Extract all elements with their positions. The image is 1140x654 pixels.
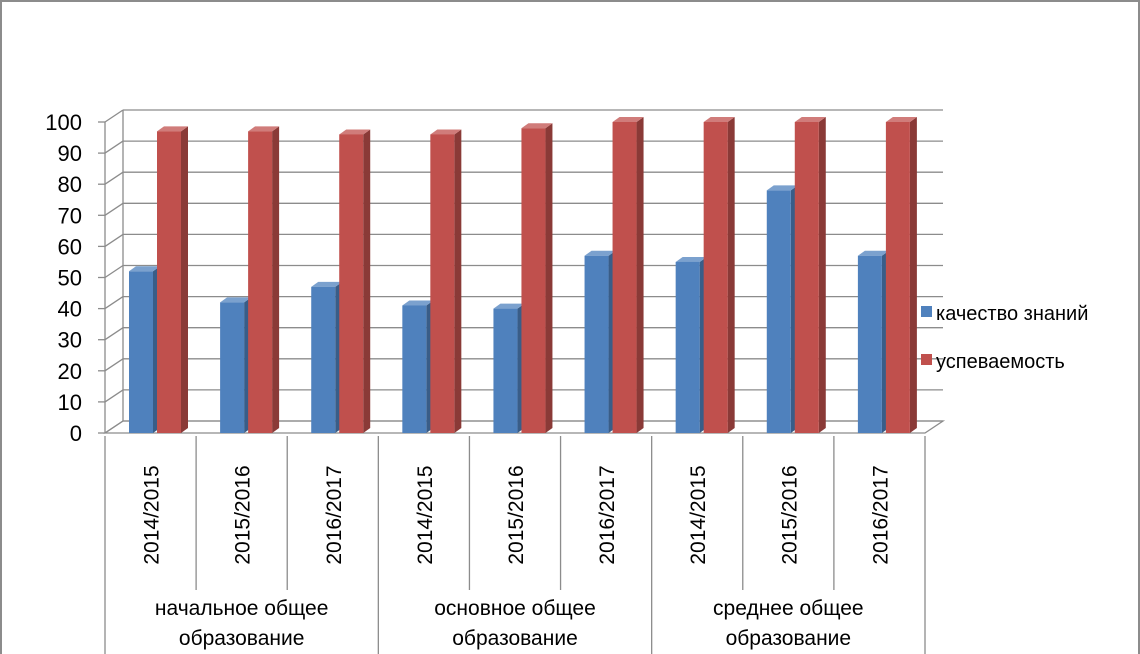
gridline-side [105, 110, 123, 122]
group-label: образование [726, 627, 852, 650]
bar [858, 256, 882, 433]
bar [521, 128, 545, 433]
legend-swatch [921, 306, 932, 317]
bar [585, 256, 609, 433]
group-label: образование [179, 627, 305, 650]
bar [220, 302, 244, 433]
bar [248, 131, 272, 433]
bar-side [637, 117, 644, 433]
x-tick-label: 2015/2016 [505, 465, 528, 564]
y-tick-label: 10 [58, 390, 82, 415]
group-label: основное общее [434, 597, 596, 620]
y-tick-label: 20 [58, 359, 82, 384]
bar-side [454, 129, 461, 433]
y-tick-label: 0 [70, 421, 82, 446]
group-label: образование [452, 627, 578, 650]
bar-side [363, 129, 370, 433]
x-tick-label: 2016/2017 [323, 465, 346, 564]
bar [430, 134, 454, 433]
gridline-side [105, 141, 123, 153]
bar [704, 122, 728, 433]
y-tick-label: 60 [58, 234, 82, 259]
x-tick-label: 2014/2015 [141, 465, 164, 564]
bar-side [819, 117, 826, 433]
y-tick-label: 70 [58, 203, 82, 228]
bar-side [545, 123, 552, 433]
x-tick-label: 2015/2016 [232, 465, 255, 564]
legend-label: качество знаний [936, 303, 1088, 325]
gridline-side [105, 234, 123, 246]
gridline-side [105, 172, 123, 184]
x-tick-label: 2014/2015 [414, 465, 437, 564]
bar [339, 134, 363, 433]
x-tick-label: 2016/2017 [596, 465, 619, 564]
gridline-side [105, 203, 123, 215]
y-tick-label: 100 [45, 110, 82, 135]
gridline-side [105, 359, 123, 371]
bar [157, 131, 181, 433]
legend-swatch [921, 354, 932, 365]
gridline-side [105, 266, 123, 278]
bar-side [910, 117, 917, 433]
bar [676, 262, 700, 433]
gridline-side [105, 297, 123, 309]
bar [493, 309, 517, 433]
bar [767, 190, 791, 433]
bar [402, 305, 426, 433]
bar-side [728, 117, 735, 433]
y-tick-label: 40 [58, 297, 82, 322]
legend-label: успеваемость [936, 351, 1065, 373]
bar-side [181, 126, 188, 433]
bar [129, 271, 153, 433]
gridline-side [105, 328, 123, 340]
gridline-side [105, 390, 123, 402]
bar [311, 287, 335, 433]
x-tick-label: 2015/2016 [778, 465, 801, 564]
y-tick-label: 80 [58, 172, 82, 197]
y-tick-label: 30 [58, 328, 82, 353]
y-tick-label: 90 [58, 141, 82, 166]
bar [795, 122, 819, 433]
x-tick-label: 2014/2015 [687, 465, 710, 564]
bar [613, 122, 637, 433]
bar [886, 122, 910, 433]
x-tick-label: 2016/2017 [869, 465, 892, 564]
group-label: начальное общее [155, 597, 329, 620]
y-tick-label: 50 [58, 266, 82, 291]
bar-side [272, 126, 279, 433]
group-label: среднее общее [713, 597, 864, 620]
